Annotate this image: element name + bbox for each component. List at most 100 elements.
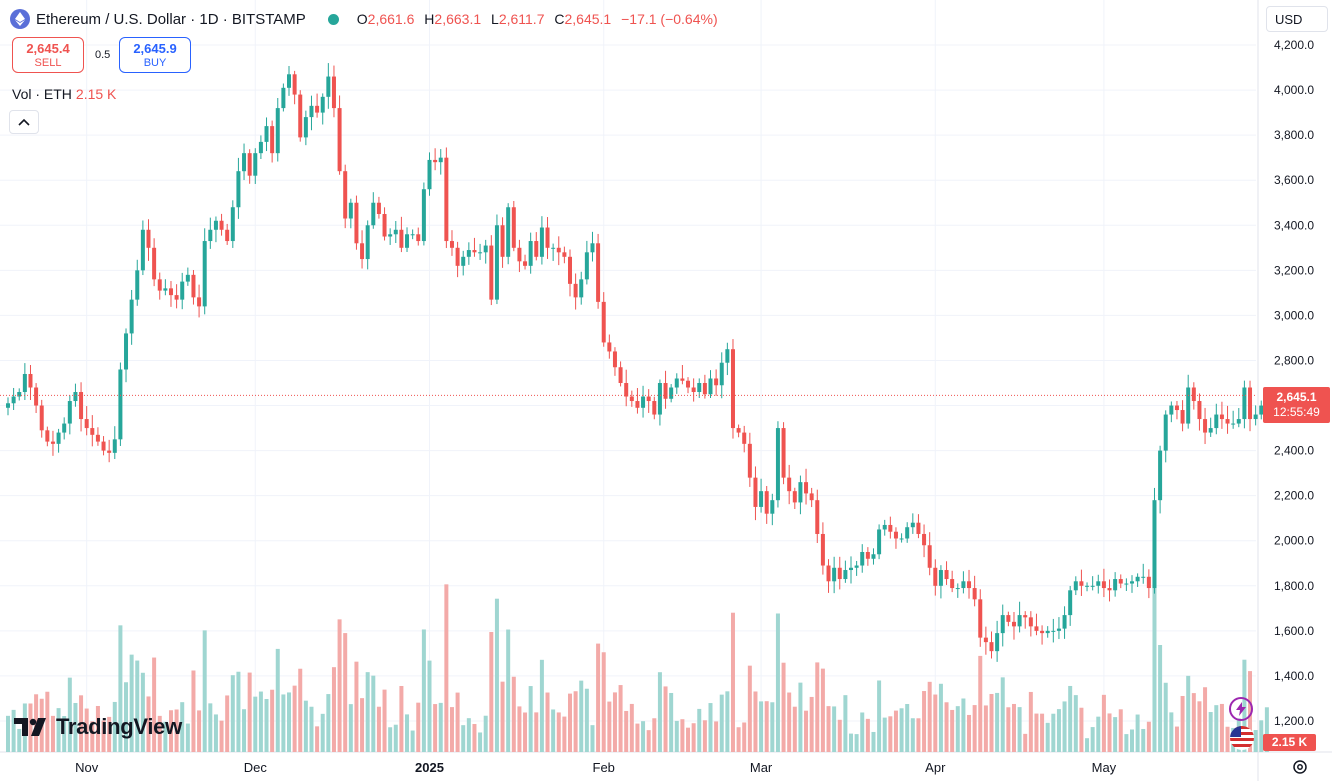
candle[interactable] xyxy=(1242,387,1247,420)
sell-button[interactable]: 2,645.4 SELL xyxy=(12,37,84,73)
candle[interactable] xyxy=(292,74,297,95)
currency-selector[interactable]: USD xyxy=(1266,6,1328,32)
candle[interactable] xyxy=(938,570,943,586)
candle[interactable] xyxy=(472,250,477,253)
candle[interactable] xyxy=(433,159,438,163)
candle[interactable] xyxy=(905,527,910,539)
candle[interactable] xyxy=(180,281,185,300)
candle[interactable] xyxy=(697,383,702,393)
candle[interactable] xyxy=(157,279,162,291)
candle[interactable] xyxy=(1023,615,1028,618)
candle[interactable] xyxy=(168,288,173,296)
candle[interactable] xyxy=(523,261,528,266)
candle[interactable] xyxy=(820,533,825,566)
candle[interactable] xyxy=(781,428,786,478)
candle[interactable] xyxy=(787,477,792,492)
candle[interactable] xyxy=(343,171,348,219)
candle[interactable] xyxy=(1146,576,1151,589)
candle[interactable] xyxy=(213,220,218,230)
candle[interactable] xyxy=(56,432,61,444)
candle[interactable] xyxy=(399,229,404,248)
candle[interactable] xyxy=(1191,387,1196,402)
candle[interactable] xyxy=(1034,626,1039,631)
symbol-title[interactable]: Ethereum / U.S. Dollar · 1D · BITSTAMP xyxy=(36,10,306,28)
candle[interactable] xyxy=(1214,414,1219,429)
candle[interactable] xyxy=(736,428,741,433)
candle[interactable] xyxy=(455,247,460,266)
candle[interactable] xyxy=(410,234,415,236)
candle[interactable] xyxy=(45,430,50,442)
candle[interactable] xyxy=(62,423,67,433)
candle[interactable] xyxy=(635,401,640,408)
candle[interactable] xyxy=(39,405,44,431)
candle[interactable] xyxy=(101,441,106,451)
candle[interactable] xyxy=(916,522,921,534)
candle[interactable] xyxy=(478,252,483,254)
candle[interactable] xyxy=(573,283,578,298)
candle[interactable] xyxy=(1006,615,1011,622)
candle[interactable] xyxy=(944,570,949,580)
candle[interactable] xyxy=(483,245,488,253)
candle[interactable] xyxy=(972,588,977,600)
candle[interactable] xyxy=(1219,414,1224,420)
candle[interactable] xyxy=(1028,617,1033,627)
candle[interactable] xyxy=(11,396,16,404)
candle[interactable] xyxy=(854,565,859,568)
candle[interactable] xyxy=(702,383,707,395)
candle[interactable] xyxy=(264,126,269,142)
candle[interactable] xyxy=(84,419,89,429)
candle[interactable] xyxy=(371,202,376,226)
candle[interactable] xyxy=(202,241,207,307)
candle[interactable] xyxy=(1124,583,1129,585)
candle[interactable] xyxy=(742,432,747,444)
candle[interactable] xyxy=(798,482,803,503)
candle[interactable] xyxy=(691,387,696,393)
candle[interactable] xyxy=(950,579,955,589)
candle[interactable] xyxy=(1186,387,1191,424)
candle[interactable] xyxy=(1225,419,1230,424)
candle[interactable] xyxy=(67,401,72,424)
candle[interactable] xyxy=(708,378,713,395)
candle[interactable] xyxy=(219,220,224,230)
candle[interactable] xyxy=(719,362,724,386)
candle[interactable] xyxy=(955,588,960,590)
candle[interactable] xyxy=(753,477,758,507)
candle[interactable] xyxy=(348,202,353,219)
candle[interactable] xyxy=(815,500,820,534)
candle[interactable] xyxy=(601,301,606,343)
candle[interactable] xyxy=(354,202,359,244)
candle[interactable] xyxy=(337,108,342,172)
candle[interactable] xyxy=(674,378,679,388)
candle[interactable] xyxy=(922,533,927,546)
candle[interactable] xyxy=(421,189,426,242)
candle[interactable] xyxy=(759,491,764,507)
candle[interactable] xyxy=(225,229,230,242)
candle[interactable] xyxy=(365,225,370,260)
candle[interactable] xyxy=(910,522,915,528)
candle[interactable] xyxy=(1163,414,1168,451)
candle[interactable] xyxy=(118,369,123,440)
candle[interactable] xyxy=(461,256,466,266)
candle[interactable] xyxy=(1118,579,1123,584)
candle[interactable] xyxy=(270,126,275,154)
candle[interactable] xyxy=(1000,615,1005,634)
candle[interactable] xyxy=(1045,630,1050,634)
candle[interactable] xyxy=(860,552,865,566)
candle[interactable] xyxy=(388,234,393,237)
candle[interactable] xyxy=(242,153,247,172)
candle[interactable] xyxy=(646,396,651,402)
candle[interactable] xyxy=(191,274,196,298)
candle[interactable] xyxy=(360,243,365,260)
candle[interactable] xyxy=(258,141,263,154)
candle[interactable] xyxy=(1079,581,1084,586)
candle[interactable] xyxy=(405,234,410,248)
candle[interactable] xyxy=(197,297,202,307)
candle[interactable] xyxy=(140,229,145,271)
candle[interactable] xyxy=(393,229,398,235)
candle[interactable] xyxy=(983,637,988,643)
candle[interactable] xyxy=(832,567,837,582)
candle[interactable] xyxy=(112,439,117,453)
candle[interactable] xyxy=(1259,405,1264,415)
candle[interactable] xyxy=(298,94,303,138)
